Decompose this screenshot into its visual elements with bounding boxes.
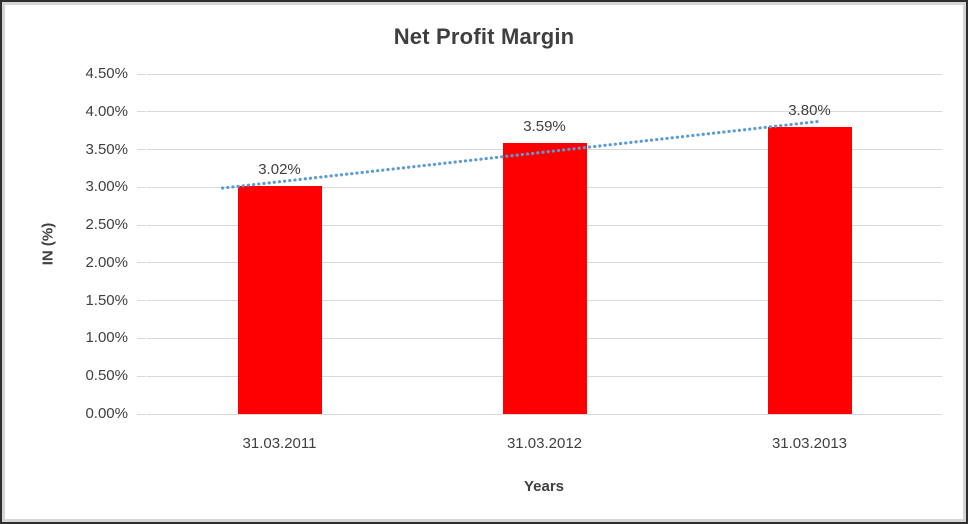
bar xyxy=(502,142,587,414)
plot-area: 3.02% 3.59% 3.80% xyxy=(147,73,942,415)
y-tick-label: 4.00% xyxy=(85,102,128,120)
bar xyxy=(767,126,852,414)
trendline xyxy=(220,120,819,190)
gridline xyxy=(147,111,942,113)
bar-data-label: 3.02% xyxy=(258,160,301,178)
y-tick-mark xyxy=(137,111,146,113)
gridline xyxy=(147,413,942,415)
gridline xyxy=(147,73,942,75)
y-tick-mark xyxy=(137,149,146,151)
bar xyxy=(237,185,322,414)
y-tick-mark xyxy=(137,186,146,188)
x-category-label: 31.03.2013 xyxy=(771,435,848,452)
chart-title: Net Profit Margin xyxy=(393,24,575,49)
y-tick-label: 3.00% xyxy=(85,178,128,196)
y-tick-mark xyxy=(137,300,146,302)
y-tick-label: 4.50% xyxy=(85,65,128,82)
y-tick-label: 2.00% xyxy=(85,253,128,271)
y-tick-mark xyxy=(137,224,146,226)
y-tick-label: 1.50% xyxy=(85,291,128,309)
y-tick-label: 3.50% xyxy=(85,140,128,158)
bar-data-label: 3.80% xyxy=(788,101,831,119)
x-category-label: 31.03.2012 xyxy=(506,435,583,452)
x-axis-title: Years xyxy=(523,478,565,495)
y-tick-label: 0.50% xyxy=(85,367,128,385)
bar-data-label: 3.59% xyxy=(523,117,566,135)
y-tick-mark xyxy=(137,262,146,264)
y-tick-label: 1.00% xyxy=(85,329,128,347)
y-tick-mark xyxy=(137,73,146,75)
y-tick-mark xyxy=(137,337,146,339)
x-category-label: 31.03.2011 xyxy=(242,435,317,452)
y-tick-mark xyxy=(137,375,146,377)
trendline-path xyxy=(220,120,819,190)
y-tick-label: 2.50% xyxy=(85,216,128,234)
y-tick-mark xyxy=(137,413,146,415)
y-tick-label: 0.00% xyxy=(85,405,128,422)
